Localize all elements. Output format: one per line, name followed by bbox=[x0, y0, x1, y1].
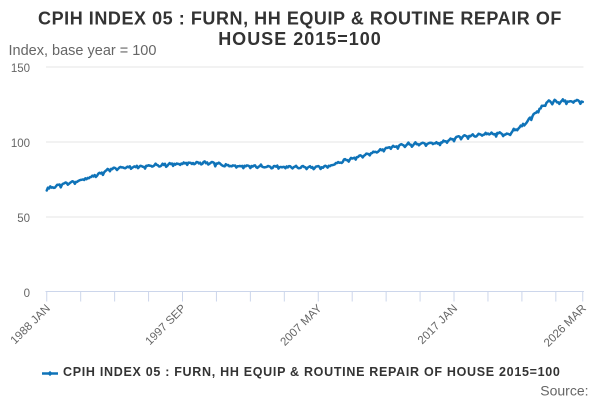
svg-text:Source:: Source: bbox=[540, 382, 588, 398]
svg-text:HOUSE 2015=100: HOUSE 2015=100 bbox=[218, 29, 382, 49]
svg-text:150: 150 bbox=[11, 63, 30, 75]
svg-text:50: 50 bbox=[17, 213, 30, 225]
svg-text:CPIH INDEX 05 : FURN, HH EQUIP: CPIH INDEX 05 : FURN, HH EQUIP & ROUTINE… bbox=[63, 365, 561, 379]
svg-text:Index, base year = 100: Index, base year = 100 bbox=[9, 43, 157, 59]
svg-text:100: 100 bbox=[11, 138, 30, 150]
svg-text:0: 0 bbox=[24, 288, 30, 300]
svg-text:CPIH INDEX 05 : FURN, HH EQUIP: CPIH INDEX 05 : FURN, HH EQUIP & ROUTINE… bbox=[38, 9, 562, 29]
